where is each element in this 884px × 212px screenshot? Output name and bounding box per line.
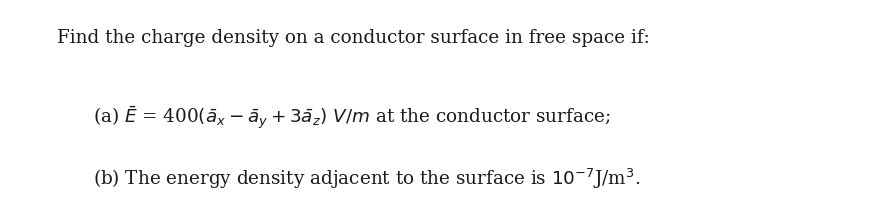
Text: (a) $\bar{E}$ = 400$(\bar{a}_x - \bar{a}_y + 3\bar{a}_z)$ $V/m$ at the conductor: (a) $\bar{E}$ = 400$(\bar{a}_x - \bar{a}… xyxy=(93,105,611,131)
Text: (b) The energy density adjacent to the surface is $10^{-7}$J/m$^3$.: (b) The energy density adjacent to the s… xyxy=(93,167,640,191)
Text: Find the charge density on a conductor surface in free space if:: Find the charge density on a conductor s… xyxy=(57,29,651,47)
